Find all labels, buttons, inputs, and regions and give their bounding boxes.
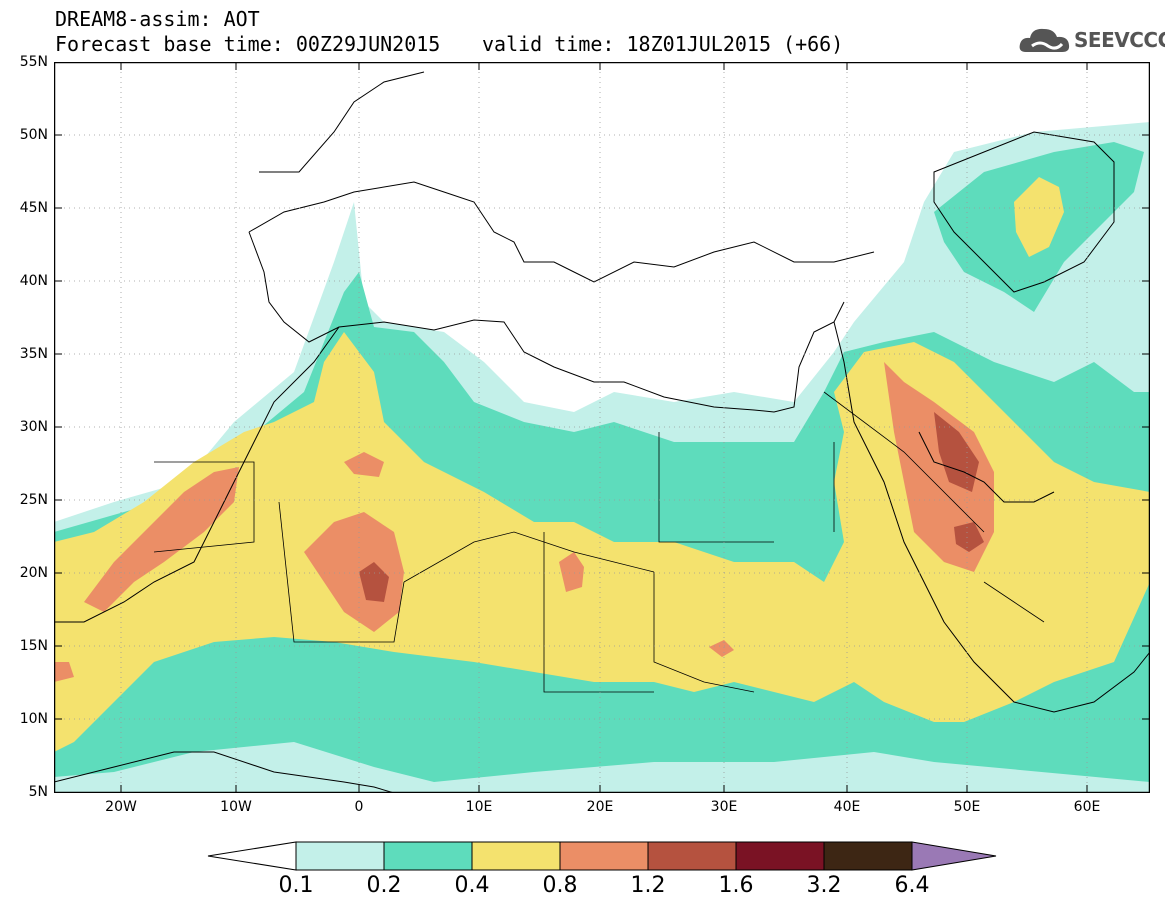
lat-label: 10N: [19, 711, 48, 727]
aot-fields: [54, 122, 1150, 793]
colorbar-segment: [647, 841, 737, 871]
lon-label: 20W: [105, 799, 137, 815]
colorbar-segment: [471, 841, 561, 871]
colorbar-segment: [383, 841, 473, 871]
coastlines: [54, 71, 1150, 793]
colorbar-label: 0.4: [454, 873, 490, 898]
colorbar-segment-over: [911, 841, 997, 871]
valid-time: valid time: 18Z01JUL2015 (+66): [482, 32, 844, 56]
aot-band-0.8-senegal: [54, 662, 74, 682]
aot-map: [54, 62, 1150, 793]
lon-label: 10E: [465, 799, 493, 815]
colorbar-label: 6.4: [894, 873, 930, 898]
colorbar-label: 0.2: [366, 873, 402, 898]
colorbar-label: 0.1: [278, 873, 314, 898]
map-title: DREAM8-assim: AOT: [55, 7, 260, 31]
aot-band-0.8-chad: [559, 552, 584, 592]
lon-label: 20E: [586, 799, 614, 815]
lon-label: 40E: [833, 799, 861, 815]
aot-band-1.2-arabia: [934, 412, 979, 492]
aot-band-0.8-arabia: [884, 362, 994, 572]
map-frame: [54, 62, 1150, 793]
forecast-base-time: Forecast base time: 00Z29JUN2015: [55, 32, 441, 56]
aot-band-0.4: [54, 332, 1150, 752]
cloud-logo-icon: [1019, 28, 1070, 52]
lat-label: 45N: [19, 200, 48, 216]
colorbar: [207, 841, 997, 871]
lat-label: 50N: [19, 127, 48, 143]
logo-text: SEEVCCC: [1074, 28, 1165, 52]
aot-band-0.8-cb: [344, 452, 384, 477]
seevccc-logo: SEEVCCC: [1018, 24, 1165, 58]
aot-band-0.8-sud: [709, 640, 734, 657]
aot-band-1.2-arabia-south: [954, 522, 984, 552]
graticule: [54, 62, 1150, 793]
aot-band-0.8-west: [84, 467, 239, 612]
aot-band-1.2-mali: [359, 562, 389, 602]
aot-band-0.4-caspian: [1014, 177, 1064, 257]
borders: [153, 391, 1045, 693]
lon-label: 50E: [953, 799, 981, 815]
axis-ticks: [54, 62, 1150, 793]
colorbar-label: 1.6: [718, 873, 754, 898]
colorbar-label: 0.8: [542, 873, 578, 898]
aot-band-0.8-mali: [304, 512, 404, 632]
colorbar-label: 1.2: [630, 873, 666, 898]
colorbar-segment: [295, 841, 385, 871]
lat-label: 25N: [19, 492, 48, 508]
colorbar-segment: [735, 841, 825, 871]
lon-label: 0: [354, 799, 364, 815]
lat-label: 5N: [28, 784, 48, 800]
colorbar-label: 3.2: [806, 873, 842, 898]
lon-label: 30E: [710, 799, 738, 815]
lat-label: 55N: [19, 54, 48, 70]
colorbar-segment: [559, 841, 649, 871]
colorbar-segment: [823, 841, 913, 871]
lon-label: 10W: [220, 799, 252, 815]
lat-label: 15N: [19, 638, 48, 654]
lat-label: 30N: [19, 419, 48, 435]
lat-label: 20N: [19, 565, 48, 581]
lat-label: 35N: [19, 346, 48, 362]
lat-label: 40N: [19, 273, 48, 289]
colorbar-segment-under: [207, 841, 297, 871]
lon-label: 60E: [1073, 799, 1101, 815]
